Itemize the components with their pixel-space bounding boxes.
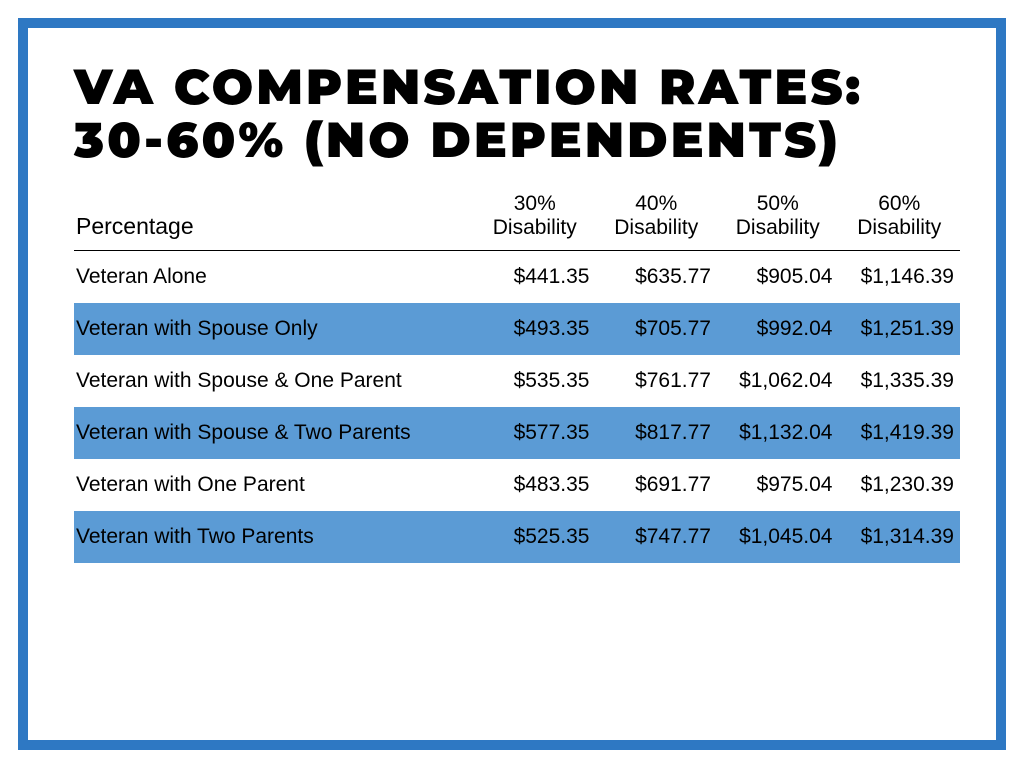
title-line-2: 30-60% (NO DEPENDENTS) — [74, 115, 960, 168]
table-header-row: Percentage 30% Disability 40% Disability… — [74, 190, 960, 251]
cell: $1,335.39 — [839, 355, 961, 407]
col-header: 50% Disability — [717, 190, 839, 251]
rates-table: Percentage 30% Disability 40% Disability… — [74, 190, 960, 563]
table-row: Veteran with Spouse & One Parent $535.35… — [74, 355, 960, 407]
cell: $441.35 — [474, 250, 596, 303]
cell: $493.35 — [474, 303, 596, 355]
row-label: Veteran with Spouse & Two Parents — [74, 407, 474, 459]
cell: $1,062.04 — [717, 355, 839, 407]
cell: $483.35 — [474, 459, 596, 511]
cell: $705.77 — [596, 303, 718, 355]
row-label: Veteran Alone — [74, 250, 474, 303]
cell: $1,132.04 — [717, 407, 839, 459]
cell: $992.04 — [717, 303, 839, 355]
cell: $1,230.39 — [839, 459, 961, 511]
table-row: Veteran with Spouse Only $493.35 $705.77… — [74, 303, 960, 355]
row-label: Veteran with Two Parents — [74, 511, 474, 563]
title-line-1: VA COMPENSATION RATES: — [74, 62, 960, 115]
cell: $1,045.04 — [717, 511, 839, 563]
col-header: 40% Disability — [596, 190, 718, 251]
row-label: Veteran with Spouse & One Parent — [74, 355, 474, 407]
table-row: Veteran with One Parent $483.35 $691.77 … — [74, 459, 960, 511]
cell: $761.77 — [596, 355, 718, 407]
cell: $747.77 — [596, 511, 718, 563]
row-header-title: Percentage — [74, 190, 474, 251]
cell: $1,419.39 — [839, 407, 961, 459]
table-row: Veteran with Spouse & Two Parents $577.3… — [74, 407, 960, 459]
col-header: 60% Disability — [839, 190, 961, 251]
cell: $905.04 — [717, 250, 839, 303]
row-label: Veteran with One Parent — [74, 459, 474, 511]
cell: $1,146.39 — [839, 250, 961, 303]
cell: $635.77 — [596, 250, 718, 303]
row-label: Veteran with Spouse Only — [74, 303, 474, 355]
col-header: 30% Disability — [474, 190, 596, 251]
table-row: Veteran Alone $441.35 $635.77 $905.04 $1… — [74, 250, 960, 303]
page-title: VA COMPENSATION RATES: 30-60% (NO DEPEND… — [74, 62, 960, 168]
cell: $535.35 — [474, 355, 596, 407]
cell: $577.35 — [474, 407, 596, 459]
table-row: Veteran with Two Parents $525.35 $747.77… — [74, 511, 960, 563]
cell: $525.35 — [474, 511, 596, 563]
cell: $1,251.39 — [839, 303, 961, 355]
content-frame: VA COMPENSATION RATES: 30-60% (NO DEPEND… — [18, 18, 1006, 750]
cell: $691.77 — [596, 459, 718, 511]
cell: $975.04 — [717, 459, 839, 511]
cell: $817.77 — [596, 407, 718, 459]
cell: $1,314.39 — [839, 511, 961, 563]
